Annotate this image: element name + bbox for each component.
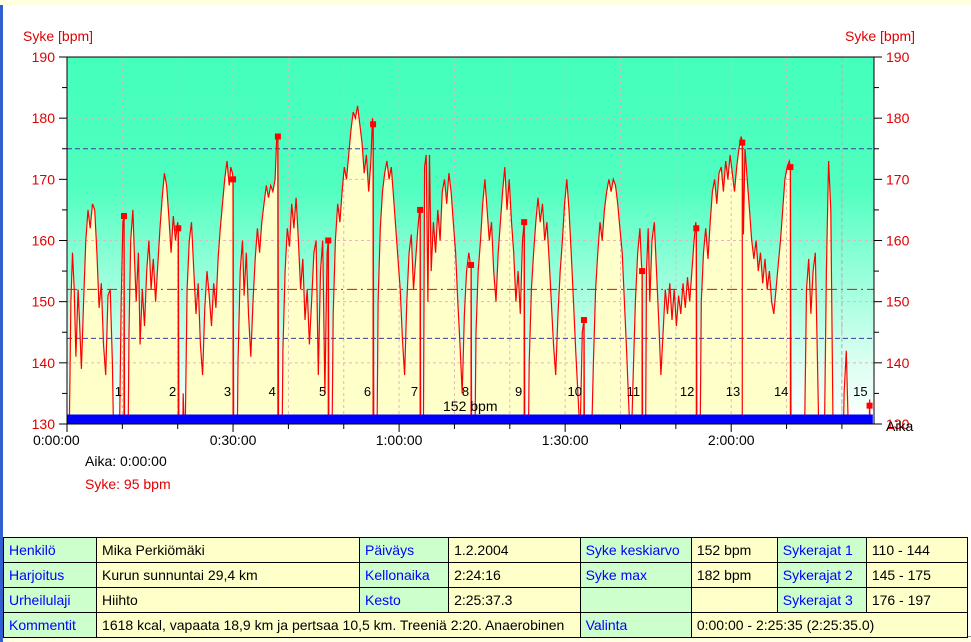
lap-marker <box>639 268 646 275</box>
field-value: 1618 kcal, vapaata 18,9 km ja pertsaa 10… <box>96 612 581 638</box>
lap-marker <box>580 317 587 324</box>
lap-number: 3 <box>224 384 231 399</box>
field-value: 176 - 197 <box>865 587 969 613</box>
field-label: Kellonaika <box>359 562 450 588</box>
y-tick-label-left: 130 <box>32 416 56 432</box>
field-label: Sykerajat 1 <box>776 537 867 563</box>
lap-marker <box>230 176 237 183</box>
field-label: Valinta <box>579 612 692 638</box>
y-tick-label-right: 160 <box>886 233 910 249</box>
lap-number: 15 <box>853 384 867 399</box>
lap-marker <box>175 225 182 232</box>
field-value: 145 - 175 <box>865 562 969 588</box>
y-axis-title-right: Syke [bpm] <box>845 28 915 44</box>
exercise-summary-table: Henkilö Mika Perkiömäki Päiväys 1.2.2004 Syk… <box>2 537 969 638</box>
hr-curve <box>68 105 871 424</box>
lap-number: 2 <box>169 384 176 399</box>
field-value: 152 bpm <box>690 537 778 563</box>
x-axis-title: Aika <box>886 418 913 434</box>
field-label: Henkilö <box>2 537 98 563</box>
lap-number: 5 <box>319 384 326 399</box>
lap-number: 13 <box>726 384 740 399</box>
selection-bar[interactable] <box>67 414 873 425</box>
lap-marker <box>468 261 475 268</box>
lap-marker <box>121 213 128 220</box>
lap-number: 4 <box>269 384 276 399</box>
field-label: Kesto <box>359 587 450 613</box>
field-value: Mika Perkiömäki <box>96 537 361 563</box>
field-value: 2:25:37.3 <box>448 587 581 613</box>
x-tick-label: 1:30:00 <box>542 432 589 448</box>
x-tick-label: 0:30:00 <box>210 432 257 448</box>
y-tick-label-right: 170 <box>886 171 910 187</box>
field-label: Syke keskiarvo <box>579 537 692 563</box>
lap-number: 9 <box>515 384 522 399</box>
table-row: Henkilö Mika Perkiömäki Päiväys 1.2.2004 Syk… <box>2 537 969 563</box>
table-row: Harjoitus Kurun sunnuntai 29,4 km Kellonai… <box>2 562 969 588</box>
x-tick-label: 2:00:00 <box>708 432 755 448</box>
y-axis-title-left: Syke [bpm] <box>23 28 93 44</box>
field-value <box>690 587 778 613</box>
field-label <box>579 587 692 613</box>
field-value: 0:00:00 - 2:25:35 (2:25:35.0) <box>690 612 969 638</box>
field-label: Päiväys <box>359 537 450 563</box>
window-top-strip <box>0 0 971 5</box>
cursor-time-readout: Aika: 0:00:00 <box>85 453 167 469</box>
lap-marker <box>417 206 424 213</box>
y-tick-label-right: 140 <box>886 355 910 371</box>
table-row: Kommentit 1618 kcal, vapaata 18,9 km ja p… <box>2 612 969 638</box>
field-value: Kurun sunnuntai 29,4 km <box>96 562 361 588</box>
y-tick-label-left: 180 <box>32 110 56 126</box>
table-row: Urheilulaji Hiihto Kesto 2:25:37.3 Sykerajat… <box>2 587 969 613</box>
field-label: Urheilulaji <box>2 587 98 613</box>
lap-number: 14 <box>774 384 788 399</box>
field-value: Hiihto <box>96 587 361 613</box>
lap-marker <box>325 237 332 244</box>
x-tick-label: 1:00:00 <box>376 432 423 448</box>
lap-marker <box>693 225 700 232</box>
lap-marker <box>866 402 873 409</box>
lap-marker <box>787 164 794 171</box>
field-value: 1.2.2004 <box>448 537 581 563</box>
field-value: 110 - 144 <box>865 537 969 563</box>
lap-number: 1 <box>115 384 122 399</box>
y-tick-label-left: 190 <box>32 49 56 65</box>
field-label: Sykerajat 3 <box>776 587 867 613</box>
y-tick-label-right: 130 <box>886 416 910 432</box>
window-bottom-strip <box>3 637 971 642</box>
field-label: Harjoitus <box>2 562 98 588</box>
lap-number: 7 <box>411 384 418 399</box>
lap-number: 8 <box>462 384 469 399</box>
lap-number: 6 <box>364 384 371 399</box>
lap-marker <box>370 121 377 128</box>
lap-marker <box>521 219 528 226</box>
lap-number: 11 <box>627 384 641 399</box>
y-tick-label-left: 160 <box>32 233 56 249</box>
window-left-border <box>0 5 3 642</box>
y-tick-label-left: 140 <box>32 355 56 371</box>
field-label: Kommentit <box>2 612 98 638</box>
field-value: 2:24:16 <box>448 562 581 588</box>
field-value: 182 bpm <box>690 562 778 588</box>
x-tick-label: 0:00:00 <box>33 432 80 448</box>
y-tick-label-left: 170 <box>32 171 56 187</box>
cursor-hr-readout: Syke: 95 bpm <box>85 476 171 492</box>
avg-bpm-label: 152 bpm <box>443 398 497 414</box>
lap-number: 12 <box>680 384 694 399</box>
y-tick-label-right: 190 <box>886 49 910 65</box>
lap-number: 10 <box>567 384 581 399</box>
y-tick-label-left: 150 <box>32 294 56 310</box>
field-label: Sykerajat 2 <box>776 562 867 588</box>
y-tick-label-right: 180 <box>886 110 910 126</box>
lap-marker <box>274 133 281 140</box>
lap-marker <box>739 139 746 146</box>
field-label: Syke max <box>579 562 692 588</box>
y-tick-label-right: 150 <box>886 294 910 310</box>
